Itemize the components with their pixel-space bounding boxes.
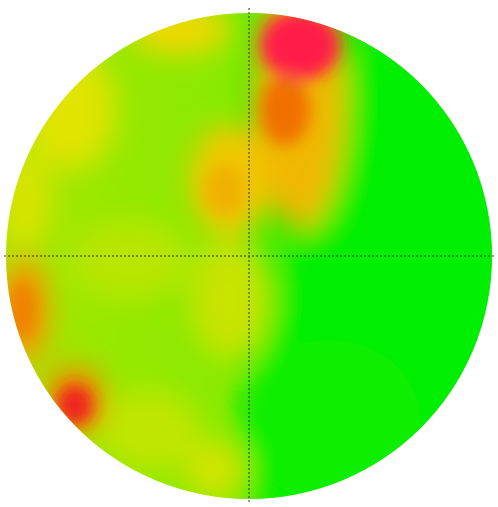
heatmap-disc bbox=[4, 8, 494, 504]
page bbox=[4, 8, 494, 504]
